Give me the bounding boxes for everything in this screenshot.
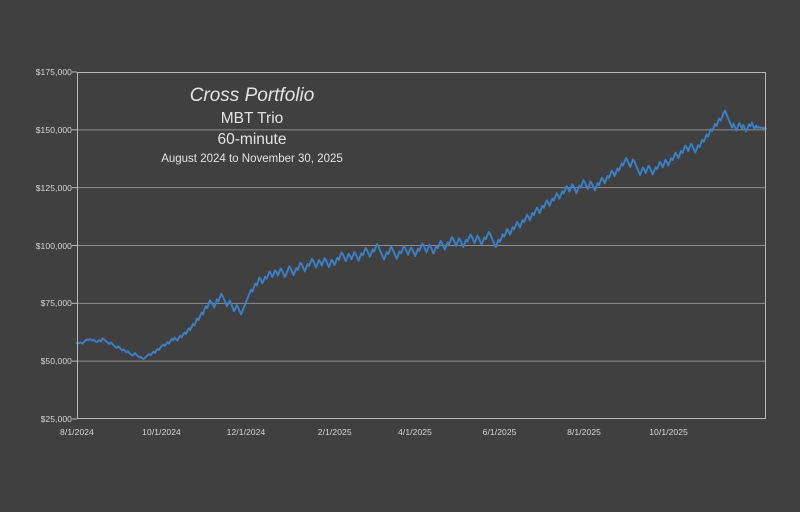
y-axis-tick-label: $150,000	[35, 124, 72, 135]
x-axis-tick-label: 4/1/2025	[398, 427, 432, 437]
y-axis-labels: $25,000 $50,000 $75,000 $100,000 $125,000 $15…	[0, 0, 72, 512]
y-axis-tick-label: $175,000	[35, 67, 72, 77]
plot-area-border	[77, 72, 766, 419]
y-axis-tick-label: $75,000	[40, 298, 72, 309]
x-axis-tick-label: 8/1/2024	[60, 427, 94, 437]
equity-curve-line	[76, 109, 767, 361]
x-axis-tick-label: 10/1/2024	[142, 427, 181, 437]
x-axis-tick-label: 10/1/2025	[649, 427, 688, 437]
x-axis-tick-label: 2/1/2025	[317, 427, 352, 437]
y-axis-tick-label: $125,000	[35, 182, 72, 193]
y-axis-tick-label: $100,000	[35, 240, 72, 251]
x-axis-tick-label: 8/1/2025	[567, 427, 601, 437]
y-axis-tick-label: $25,000	[40, 414, 72, 424]
x-axis-tick-label: 6/1/2025	[482, 427, 517, 437]
x-axis-tick-label: 12/1/2024	[226, 427, 266, 437]
y-axis-tick-label: $50,000	[40, 356, 72, 367]
